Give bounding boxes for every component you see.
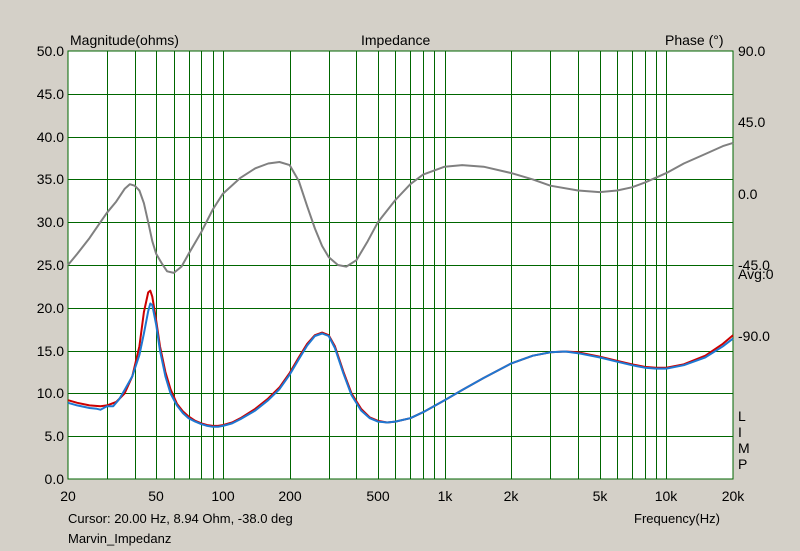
y-tick-left: 35.0 <box>36 171 64 187</box>
x-tick: 2k <box>503 488 519 504</box>
side-legend-i: I <box>738 424 742 440</box>
x-tick: 20k <box>721 488 745 504</box>
x-axis-title: Frequency(Hz) <box>634 511 720 526</box>
x-tick: 50 <box>148 488 164 504</box>
avg-label: Avg:0 <box>738 266 774 282</box>
y-tick-left: 40.0 <box>36 129 64 145</box>
x-tick: 5k <box>592 488 608 504</box>
y-tick-left: 0.0 <box>44 471 64 487</box>
y-tick-left: 30.0 <box>36 214 64 230</box>
y-tick-left: 25.0 <box>36 257 64 273</box>
grid <box>68 51 733 479</box>
cursor-readout: Cursor: 20.00 Hz, 8.94 Ohm, -38.0 deg <box>68 511 293 526</box>
y-tick-right: -45.0 <box>738 257 770 273</box>
phase-line <box>67 141 734 274</box>
x-tick: 20 <box>60 488 76 504</box>
y-tick-left: 10.0 <box>36 385 64 401</box>
x-tick: 200 <box>278 488 302 504</box>
y-tick-right: 45.0 <box>738 114 766 130</box>
y-tick-left: 50.0 <box>36 43 64 59</box>
right-axis-title: Phase (°) <box>665 32 724 48</box>
x-tick: 100 <box>211 488 235 504</box>
side-legend-m: M <box>738 440 750 456</box>
y-tick-left: 45.0 <box>36 86 64 102</box>
y-tick-right: -90.0 <box>738 328 770 344</box>
x-tick: 1k <box>437 488 453 504</box>
chart-title: Impedance <box>361 32 431 48</box>
y-tick-right: 90.0 <box>738 43 766 59</box>
x-tick: 500 <box>366 488 390 504</box>
y-tick-left: 5.0 <box>44 428 64 444</box>
x-tick: 10k <box>654 488 678 504</box>
magnitude-line-blue <box>67 302 734 428</box>
left-axis-title: Magnitude(ohms) <box>70 32 179 48</box>
y-tick-right: 0.0 <box>738 186 758 202</box>
measurement-name: Marvin_Impedanz <box>68 531 172 546</box>
y-tick-left: 20.0 <box>36 300 64 316</box>
side-legend-p: P <box>738 456 748 472</box>
side-legend-l: L <box>738 408 746 424</box>
series-group <box>67 141 734 428</box>
y-tick-left: 15.0 <box>36 343 64 359</box>
